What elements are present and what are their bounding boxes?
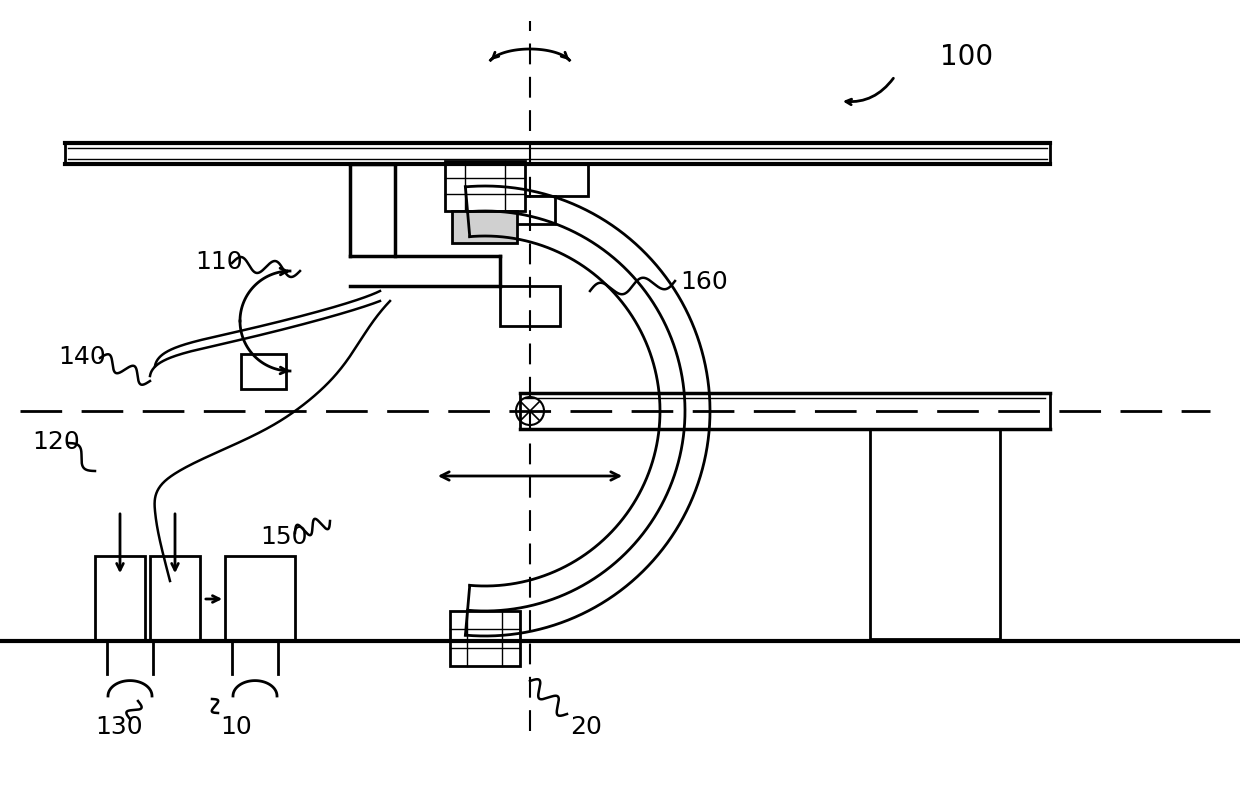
Bar (150, 556, 200, 642)
Text: 110: 110 (195, 250, 243, 273)
Text: 10: 10 (219, 714, 252, 738)
Bar (453, 212, 517, 243)
Text: 130: 130 (95, 714, 143, 738)
Bar (500, 286, 560, 327)
Text: 140: 140 (58, 345, 105, 368)
Text: 160: 160 (680, 270, 728, 294)
Text: 120: 120 (32, 430, 79, 453)
Text: 100: 100 (940, 43, 993, 71)
Bar (505, 197, 556, 225)
Bar (450, 611, 520, 666)
Bar (241, 355, 286, 390)
Text: 150: 150 (260, 525, 308, 548)
Bar (472, 165, 588, 197)
Bar (224, 556, 295, 642)
Bar (95, 556, 145, 642)
Bar (870, 430, 999, 639)
Text: 20: 20 (570, 714, 601, 738)
Bar (445, 162, 525, 212)
